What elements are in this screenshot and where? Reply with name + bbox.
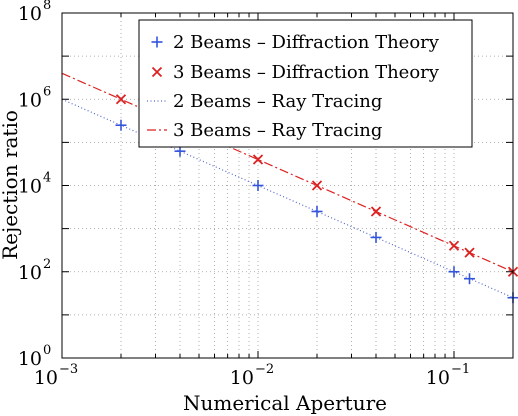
y-tick-label: 10 0 <box>18 343 51 370</box>
data-point <box>252 154 264 165</box>
data-point <box>252 180 264 191</box>
data-point <box>370 206 382 217</box>
y-tick-label: 10 2 <box>18 257 51 284</box>
y-tick-label-base: 10 <box>18 89 42 111</box>
data-point <box>115 94 127 105</box>
data-point <box>311 180 323 191</box>
legend-entry: 2 Beams – Ray Tracing <box>147 91 382 112</box>
x-tick-label-base: 10 <box>34 367 58 389</box>
x-tick-label-exponent: −1 <box>451 362 470 377</box>
y-tick-label-base: 10 <box>18 3 42 25</box>
marker-stroke <box>370 206 382 217</box>
series-line-3 <box>61 72 514 273</box>
legend-box <box>138 19 473 148</box>
series-markers <box>115 94 518 304</box>
x-tick-label: 10 −3 <box>34 362 78 389</box>
y-tick-label: 10 4 <box>18 171 51 198</box>
data-point <box>115 119 127 131</box>
legend-swatch-marker <box>151 36 163 48</box>
y-tick-label-exponent: 6 <box>43 84 51 99</box>
data-point <box>370 231 382 243</box>
y-tick-label-exponent: 2 <box>43 257 51 272</box>
marker-stroke <box>464 247 475 258</box>
y-tick-label-exponent: 8 <box>43 0 51 13</box>
y-tick-label: 10 6 <box>18 84 51 111</box>
y-tick-label-exponent: 4 <box>43 171 51 186</box>
marker-stroke <box>252 154 264 165</box>
legend-entries: 2 Beams – Diffraction Theory 3 Beams – Di… <box>147 32 440 141</box>
y-tick-label: 10 8 <box>18 0 51 25</box>
x-tick-label-exponent: −2 <box>255 362 274 377</box>
legend-label: 3 Beams – Ray Tracing <box>173 120 382 141</box>
x-tick-label: 10 −1 <box>426 362 470 389</box>
x-tick-label-exponent: −3 <box>59 362 78 377</box>
marker-stroke <box>448 240 460 251</box>
tick-labels: 10 −3 10 −2 10 −110 010 210 410 610 8 <box>18 0 470 389</box>
y-tick-label-exponent: 0 <box>43 343 51 358</box>
y-axis-label: Rejection ratio <box>0 110 22 260</box>
y-tick-label-base: 10 <box>18 176 42 198</box>
x-axis-label: Numerical Aperture <box>183 391 387 415</box>
data-point <box>448 240 460 251</box>
marker-stroke <box>115 94 127 105</box>
series-lines <box>61 72 514 299</box>
legend-swatch-marker <box>151 66 163 78</box>
y-tick-label-base: 10 <box>18 348 42 370</box>
x-tick-label-base: 10 <box>230 367 254 389</box>
legend-label: 2 Beams – Diffraction Theory <box>173 32 440 53</box>
legend-label: 3 Beams – Diffraction Theory <box>173 62 440 83</box>
data-point <box>311 205 323 217</box>
legend-entry: 3 Beams – Diffraction Theory <box>151 62 440 83</box>
ticks <box>61 12 514 359</box>
data-point <box>174 145 186 157</box>
legend-entry: 2 Beams – Diffraction Theory <box>151 32 440 53</box>
marker-stroke <box>151 66 163 78</box>
legend-entry: 3 Beams – Ray Tracing <box>147 120 382 141</box>
data-point <box>464 247 475 258</box>
data-point <box>464 273 476 285</box>
x-tick-label: 10 −2 <box>230 362 274 389</box>
legend: 2 Beams – Diffraction Theory 3 Beams – Di… <box>138 19 473 148</box>
x-tick-label-base: 10 <box>426 367 450 389</box>
data-point <box>448 266 460 278</box>
marker-stroke <box>311 180 323 191</box>
legend-label: 2 Beams – Ray Tracing <box>173 91 382 112</box>
y-tick-label-base: 10 <box>18 262 42 284</box>
